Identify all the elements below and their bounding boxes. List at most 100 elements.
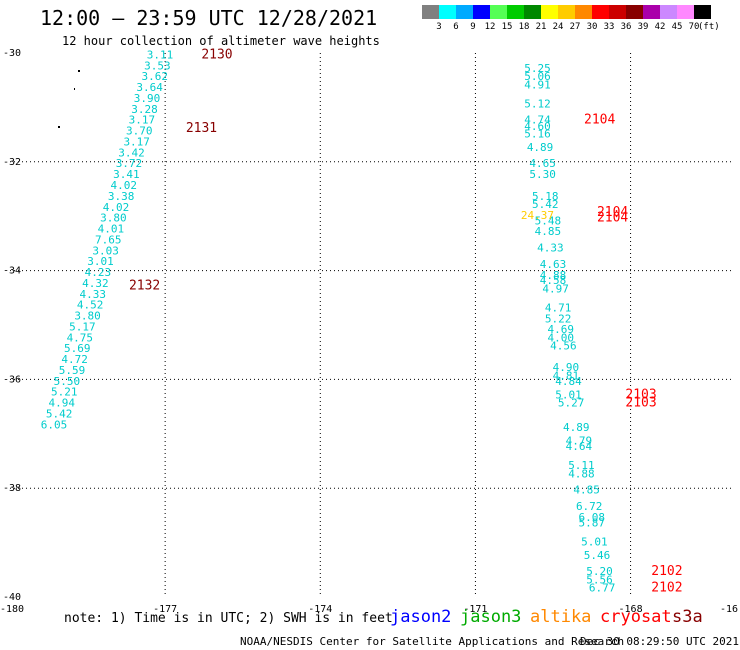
time-label: 2131 bbox=[186, 121, 217, 136]
swh-value: 5.56 bbox=[586, 573, 613, 586]
time-label: 2104 bbox=[584, 113, 615, 128]
time-label: 2132 bbox=[129, 279, 160, 294]
scale-tick-label: 45 bbox=[671, 22, 683, 32]
scale-tick-label: 21 bbox=[535, 22, 547, 32]
lat-tick-label: -34 bbox=[3, 266, 21, 277]
time-label: 2104 bbox=[597, 205, 628, 220]
scale-tick-label: 24 bbox=[552, 22, 564, 32]
scale-swatch bbox=[660, 5, 677, 19]
swh-value: 3.64 bbox=[136, 81, 163, 94]
page-title: 12:00 — 23:59 UTC 12/28/2021 bbox=[40, 6, 378, 30]
scale-swatch bbox=[541, 5, 558, 19]
swh-value: 4.52 bbox=[77, 299, 104, 312]
swh-value: 5.18 bbox=[532, 190, 559, 203]
swh-value: 4.65 bbox=[529, 157, 556, 170]
scale-tick-label: 36 bbox=[620, 22, 632, 32]
scale-swatch bbox=[524, 5, 541, 19]
swh-value: 5.42 bbox=[532, 198, 559, 211]
swh-value: 4.97 bbox=[542, 282, 569, 295]
footer-timestamp: Dec 30 08:29:50 UTC 2021 bbox=[580, 635, 739, 648]
scale-tick-label: 70 bbox=[688, 22, 700, 32]
land-speck bbox=[78, 70, 80, 72]
lat-tick-label: -38 bbox=[3, 483, 21, 494]
swh-value: 3.01 bbox=[87, 255, 114, 268]
swh-value: 5.87 bbox=[579, 516, 606, 529]
swh-value: 3.17 bbox=[129, 114, 156, 127]
swh-value: 6.72 bbox=[576, 500, 603, 513]
swh-value: 5.12 bbox=[524, 97, 551, 110]
swh-value: 3.80 bbox=[74, 310, 101, 323]
scale-swatch bbox=[473, 5, 490, 19]
scale-swatch bbox=[439, 5, 456, 19]
page-subtitle: 12 hour collection of altimeter wave hei… bbox=[62, 34, 380, 48]
swh-value: 3.17 bbox=[123, 135, 150, 148]
swh-value: 4.75 bbox=[67, 331, 94, 344]
scale-swatch bbox=[643, 5, 660, 19]
scale-tick-label: 27 bbox=[569, 22, 581, 32]
swh-value: 3.70 bbox=[126, 125, 153, 138]
swh-value: 4.32 bbox=[82, 277, 109, 290]
lon-tick-label: -168 bbox=[619, 604, 643, 615]
swh-value: 5.25 bbox=[524, 62, 551, 75]
scale-tick-label: 6 bbox=[453, 22, 459, 32]
swh-value: 4.00 bbox=[548, 331, 575, 344]
swh-value: 4.58 bbox=[540, 274, 567, 287]
swh-value: 4.69 bbox=[548, 323, 575, 336]
track-west: 3.113.533.623.643.903.283.173.703.173.42… bbox=[41, 47, 233, 431]
swh-value: 4.02 bbox=[111, 179, 138, 192]
lat-lon-grid bbox=[10, 53, 734, 597]
scale-tick-label: 30 bbox=[586, 22, 598, 32]
swh-value: 4.89 bbox=[527, 141, 554, 154]
swh-value: 3.28 bbox=[131, 103, 158, 116]
swh-value: 3.53 bbox=[144, 59, 171, 72]
lon-tick-label: -171 bbox=[463, 604, 487, 615]
time-label: 2102 bbox=[651, 564, 682, 579]
lat-tick-label: -30 bbox=[3, 48, 21, 59]
swh-value: 4.85 bbox=[573, 484, 600, 497]
swh-value: 3.03 bbox=[92, 244, 119, 257]
scale-tick-label: 9 bbox=[470, 22, 476, 32]
scale-swatch bbox=[507, 5, 524, 19]
scale-swatch bbox=[422, 5, 439, 19]
time-label: 2103 bbox=[625, 387, 656, 402]
legend-s3a: s3a bbox=[672, 607, 703, 627]
swh-value: 5.06 bbox=[524, 70, 551, 83]
note-text: note: 1) Time is in UTC; 2) SWH is in fe… bbox=[64, 611, 393, 626]
scale-tick-label: 3 bbox=[436, 22, 442, 32]
scale-swatch bbox=[575, 5, 592, 19]
swh-value: 4.88 bbox=[540, 269, 567, 282]
swh-value: 3.90 bbox=[134, 92, 161, 105]
swh-value: 5.69 bbox=[64, 342, 91, 355]
scale-swatch bbox=[558, 5, 575, 19]
scale-swatch bbox=[626, 5, 643, 19]
swh-value: 6.08 bbox=[579, 511, 606, 524]
swh-value: 5.11 bbox=[568, 459, 595, 472]
swh-value: 5.27 bbox=[558, 397, 585, 410]
swh-value: 4.33 bbox=[79, 288, 106, 301]
swh-value: 3.11 bbox=[147, 48, 174, 61]
satellite-tracks: 3.113.533.623.643.903.283.173.703.173.42… bbox=[41, 47, 683, 595]
swh-value: 4.63 bbox=[540, 258, 567, 271]
footer-credit: NOAA/NESDIS Center for Satellite Applica… bbox=[240, 635, 625, 648]
swh-value: 5.22 bbox=[545, 312, 572, 325]
swh-value: 4.56 bbox=[550, 339, 577, 352]
swh-value: 4.84 bbox=[555, 375, 582, 388]
swh-value: 5.21 bbox=[51, 386, 78, 399]
swh-value: 4.79 bbox=[566, 435, 593, 448]
legend-jason2: jason2 bbox=[390, 607, 452, 627]
swh-value: 3.41 bbox=[113, 168, 140, 181]
swh-value: 4.89 bbox=[563, 421, 590, 434]
swh-value: 6.05 bbox=[41, 418, 68, 431]
lat-tick-label: -40 bbox=[3, 592, 21, 603]
scale-tick-label: 18 bbox=[518, 22, 530, 32]
lon-tick-label: -180 bbox=[0, 604, 24, 615]
swh-value: 4.72 bbox=[61, 353, 88, 366]
swh-value: 7.65 bbox=[95, 233, 122, 246]
scale-swatch bbox=[694, 5, 711, 19]
swh-value: 4.60 bbox=[524, 120, 551, 133]
swh-value: 4.94 bbox=[48, 397, 75, 410]
swh-value: 5.16 bbox=[524, 127, 551, 140]
swh-value: 4.85 bbox=[535, 225, 562, 238]
time-label: 2102 bbox=[651, 581, 682, 596]
